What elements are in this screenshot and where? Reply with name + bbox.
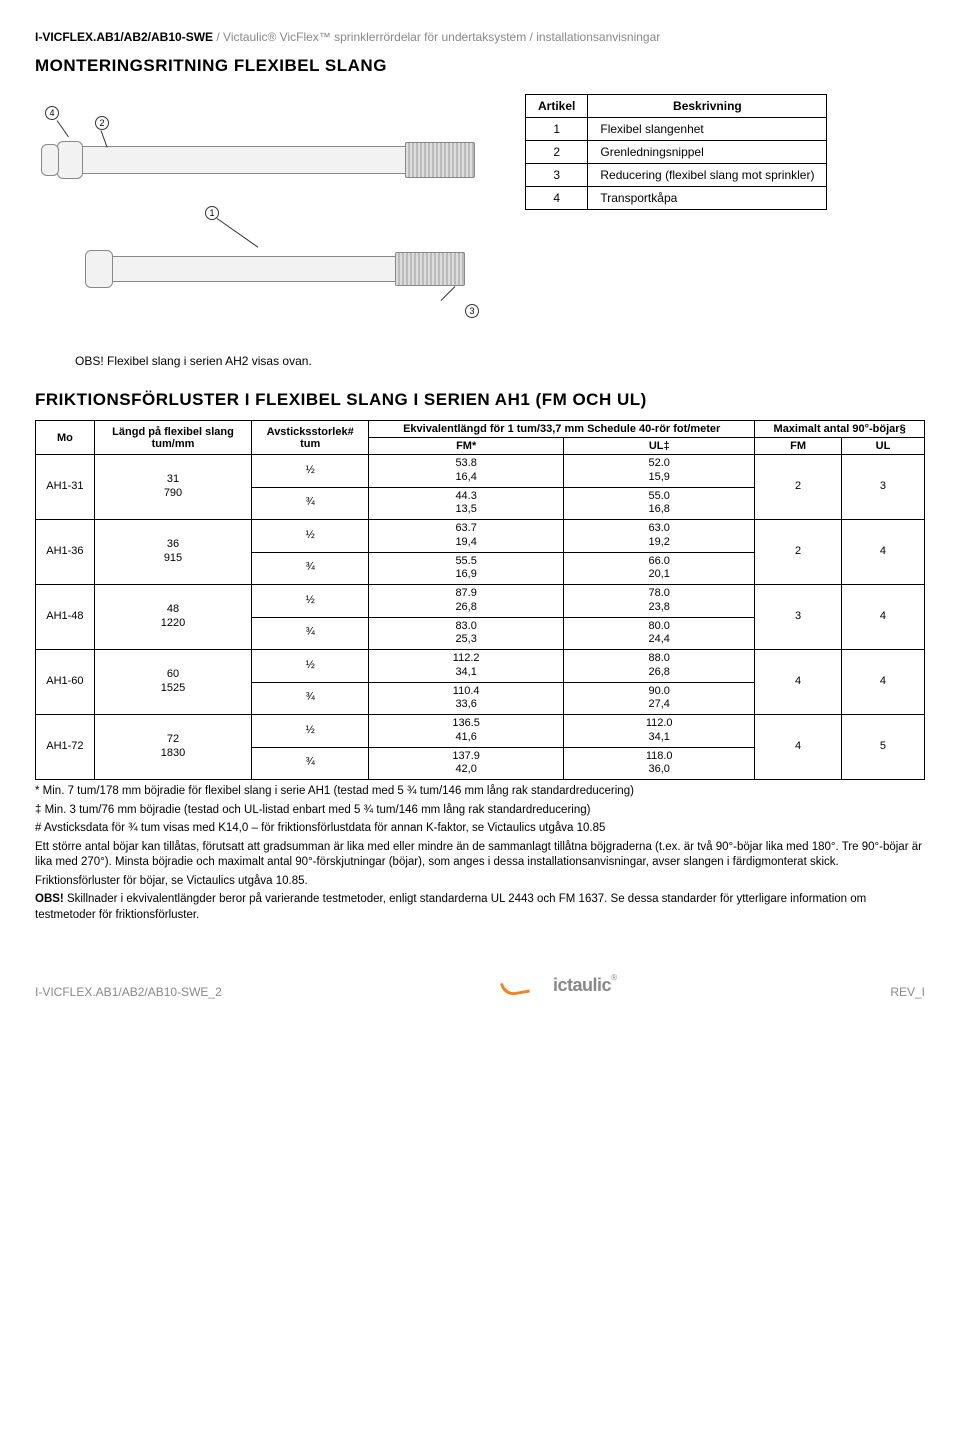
th-fmstar: FM* xyxy=(369,438,564,455)
table-row: AH1-3131790½53.816,452.015,923 xyxy=(36,455,925,488)
table-row: 3Reducering (flexibel slang mot sprinkle… xyxy=(526,164,827,187)
th-equiv: Ekvivalentlängd för 1 tum/33,7 mm Schedu… xyxy=(369,421,755,438)
footnote-4: Ett större antal böjar kan tillåtas, för… xyxy=(35,840,925,871)
th-fm: FM xyxy=(755,438,842,455)
footer-left: I-VICFLEX.AB1/AB2/AB10-SWE_2 xyxy=(35,985,222,999)
callout-3: 3 xyxy=(465,304,479,318)
obs-note: OBS! Flexibel slang i serien AH2 visas o… xyxy=(75,354,925,368)
th-mo: Mo xyxy=(36,421,95,455)
doc-header: I-VICFLEX.AB1/AB2/AB10-SWE / Victaulic® … xyxy=(35,30,925,44)
diagram-row: 4 2 1 3 Artikel Beskrivning 1Flexibel sl… xyxy=(35,86,925,346)
table-row: AH1-3636915½63.719,463.019,224 xyxy=(36,520,925,553)
doc-trail: / Victaulic® VicFlex™ sprinklerrördelar … xyxy=(213,30,660,44)
callout-4: 4 xyxy=(45,106,59,120)
parts-head-item: Artikel xyxy=(526,95,588,118)
parts-head-desc: Beskrivning xyxy=(588,95,827,118)
friction-table: Mo Längd på flexibel slang tum/mm Avstic… xyxy=(35,420,925,780)
table-row: AH1-72721830½136.541,6112.034,145 xyxy=(36,715,925,748)
table-row: AH1-48481220½87.926,878.023,834 xyxy=(36,585,925,618)
page-footer: I-VICFLEX.AB1/AB2/AB10-SWE_2 ictaulic ® … xyxy=(35,973,925,999)
section-title-2: FRIKTIONSFÖRLUSTER I FLEXIBEL SLANG I SE… xyxy=(35,390,925,410)
parts-table: Artikel Beskrivning 1Flexibel slangenhet… xyxy=(525,94,827,210)
table-row: AH1-60601525½112.234,188.026,844 xyxy=(36,650,925,683)
table-row: 2Grenledningsnippel xyxy=(526,141,827,164)
section-title-1: MONTERINGSRITNING FLEXIBEL SLANG xyxy=(35,56,925,76)
doc-code: I-VICFLEX.AB1/AB2/AB10-SWE xyxy=(35,30,213,44)
th-ul: UL xyxy=(841,438,924,455)
table-row: 1Flexibel slangenhet xyxy=(526,118,827,141)
callout-2: 2 xyxy=(95,116,109,130)
th-maxbend: Maximalt antal 90°-böjar§ xyxy=(755,421,925,438)
th-uldd: UL‡ xyxy=(564,438,755,455)
footnotes: * Min. 7 tum/178 mm böjradie för flexibe… xyxy=(35,784,925,923)
hose-diagram: 4 2 1 3 xyxy=(35,86,495,346)
footer-right: REV_I xyxy=(890,985,925,999)
th-tap: Avsticksstorlek# tum xyxy=(252,421,369,455)
th-length: Längd på flexibel slang tum/mm xyxy=(94,421,251,455)
footnote-1: * Min. 7 tum/178 mm böjradie för flexibe… xyxy=(35,784,925,800)
victaulic-logo: ictaulic ® xyxy=(501,973,611,999)
footnote-5: Friktionsförluster för böjar, se Victaul… xyxy=(35,874,925,890)
footnote-3: # Avsticksdata för ¾ tum visas med K14,0… xyxy=(35,821,925,837)
footnote-2: ‡ Min. 3 tum/76 mm böjradie (testad och … xyxy=(35,803,925,819)
table-row: 4Transportkåpa xyxy=(526,187,827,210)
footnote-6: OBS! Skillnader i ekvivalentlängder bero… xyxy=(35,892,925,923)
